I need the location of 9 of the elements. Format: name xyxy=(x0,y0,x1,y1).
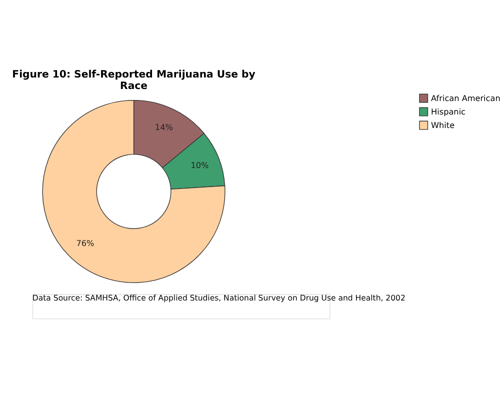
text: Figure 10: Self-Reported Marijuana Use by xyxy=(12,69,256,80)
data-label: 76% xyxy=(76,238,95,248)
text: Race xyxy=(120,80,148,92)
data-label: 14% xyxy=(154,122,174,132)
donut-slice xyxy=(42,100,226,283)
legend-label: Hispanic xyxy=(431,106,466,116)
legend-label: White xyxy=(431,120,455,130)
legend-label: African American xyxy=(431,92,500,103)
data-label: 10% xyxy=(190,160,210,170)
